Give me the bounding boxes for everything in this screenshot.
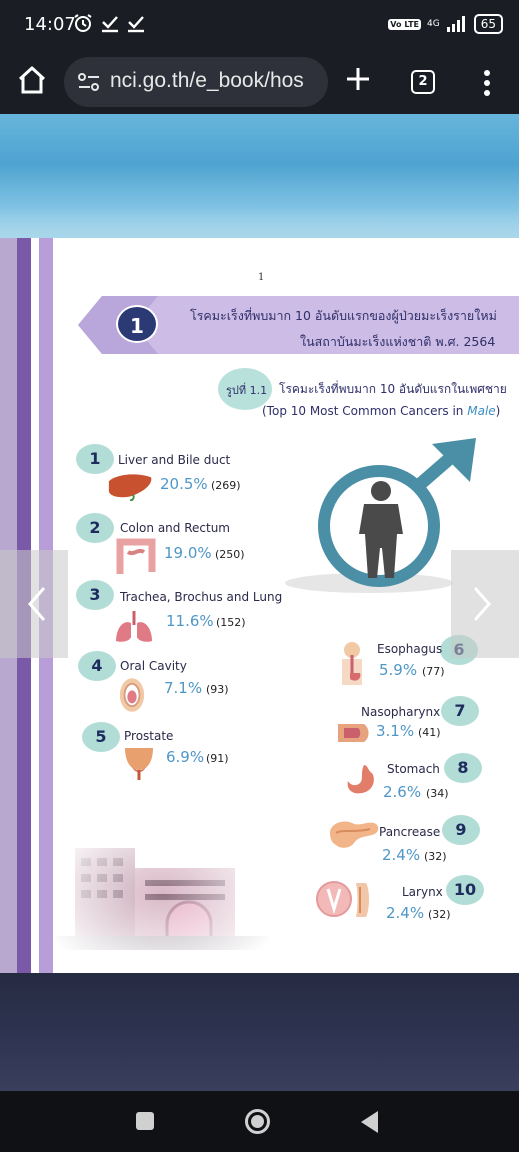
more-menu-icon[interactable] bbox=[478, 68, 496, 98]
cancer-count: (41) bbox=[418, 726, 441, 739]
url-text[interactable]: nci.go.th/e_book/hos bbox=[110, 69, 304, 92]
status-system-icons: Vo LTE 4G 65 bbox=[388, 14, 503, 34]
status-bar: 14:07 Vo LTE 4G 65 bbox=[0, 0, 519, 50]
rank-badge: 9 bbox=[442, 815, 480, 845]
liver-icon bbox=[108, 474, 152, 501]
signal-icon bbox=[446, 16, 465, 32]
cancer-name: Liver and Bile duct bbox=[118, 453, 231, 467]
status-time: 14:07 bbox=[24, 14, 76, 35]
figure-label: รูปที่ 1.1 bbox=[226, 384, 268, 397]
cancer-percent: 2.4% bbox=[386, 904, 425, 922]
system-navigation-bar bbox=[0, 1091, 519, 1152]
cancer-name: Prostate bbox=[124, 729, 174, 743]
page-number: 1 bbox=[258, 272, 265, 283]
pancreas-icon bbox=[330, 821, 379, 848]
rank-badge: 3 bbox=[76, 580, 114, 610]
larynx-icon bbox=[316, 881, 369, 917]
cancer-percent: 20.5% bbox=[160, 475, 208, 493]
nasopharynx-icon bbox=[338, 724, 369, 742]
cancer-name: Oral Cavity bbox=[120, 659, 187, 673]
lungs-icon bbox=[116, 611, 152, 642]
cancer-percent: 3.1% bbox=[376, 722, 415, 740]
hospital-building-illustration bbox=[55, 818, 270, 968]
site-settings-icon[interactable] bbox=[78, 72, 100, 92]
chevron-left-icon bbox=[28, 587, 46, 621]
cancer-count: (77) bbox=[422, 665, 445, 678]
cancer-percent: 6.9% bbox=[166, 748, 205, 766]
cancer-count: (34) bbox=[426, 787, 449, 800]
cancer-count: (32) bbox=[424, 850, 447, 863]
ebook-page: 1 1 โรคมะเร็งที่พบมาก 10 อันดับแรกของผู้… bbox=[0, 238, 519, 973]
rank-badge: 5 bbox=[82, 722, 120, 752]
next-page-button[interactable] bbox=[451, 550, 519, 658]
alarm-icon bbox=[74, 14, 92, 32]
cancer-count: (93) bbox=[206, 683, 229, 696]
rank-badge: 2 bbox=[76, 513, 114, 543]
prostate-icon bbox=[125, 748, 153, 780]
male-symbol-icon bbox=[285, 438, 476, 593]
download-done-icon bbox=[128, 16, 144, 33]
network-type: 4G bbox=[427, 19, 440, 29]
home-button[interactable] bbox=[245, 1109, 270, 1134]
cancer-count: (269) bbox=[211, 479, 241, 492]
cancer-count: (91) bbox=[206, 752, 229, 765]
cancer-name: Stomach bbox=[387, 762, 440, 776]
cancer-percent: 11.6% bbox=[166, 612, 214, 630]
volte-icon: Vo LTE bbox=[388, 18, 422, 30]
cancer-name: Colon and Rectum bbox=[120, 521, 230, 535]
cancer-name: Pancrease bbox=[379, 825, 441, 839]
status-notification-icons bbox=[73, 13, 145, 33]
address-bar[interactable]: nci.go.th/e_book/hos bbox=[64, 57, 328, 107]
cancer-name: Esophagus bbox=[377, 642, 443, 656]
battery-indicator: 65 bbox=[473, 14, 503, 34]
home-icon[interactable] bbox=[16, 64, 48, 96]
chapter-title: โรคมะเร็งที่พบมาก 10 อันดับแรกของผู้ป่วย… bbox=[190, 308, 497, 323]
ebook-background-top bbox=[0, 114, 519, 238]
rank-badge: 4 bbox=[78, 651, 116, 681]
browser-toolbar: nci.go.th/e_book/hos 2 bbox=[0, 50, 519, 114]
figure-subtitle: (Top 10 Most Common Cancers in Male) bbox=[262, 404, 501, 418]
recents-button[interactable] bbox=[136, 1112, 154, 1130]
chapter-number-badge: 1 bbox=[116, 305, 158, 343]
cancer-percent: 7.1% bbox=[164, 679, 203, 697]
chevron-right-icon bbox=[473, 587, 491, 621]
back-button[interactable] bbox=[361, 1111, 378, 1133]
esophagus-icon bbox=[342, 642, 362, 685]
cancer-percent: 5.9% bbox=[379, 661, 418, 679]
cancer-name: Nasopharynx bbox=[361, 705, 441, 719]
rank-badge: 10 bbox=[446, 875, 484, 905]
cancer-count: (250) bbox=[215, 548, 245, 561]
rank-badge: 7 bbox=[441, 696, 479, 726]
mouth-icon bbox=[119, 678, 145, 712]
figure-label-badge: รูปที่ 1.1 bbox=[218, 368, 272, 410]
cancer-percent: 2.6% bbox=[383, 783, 422, 801]
cancer-count: (152) bbox=[216, 616, 246, 629]
new-tab-icon[interactable] bbox=[344, 64, 372, 94]
rank-badge: 8 bbox=[444, 753, 482, 783]
rank-badge: 1 bbox=[76, 444, 114, 474]
ebook-background-bottom bbox=[0, 973, 519, 1091]
cancer-percent: 2.4% bbox=[382, 846, 421, 864]
cancer-name: Trachea, Brochus and Lung bbox=[120, 590, 283, 604]
cancer-count: (32) bbox=[428, 908, 451, 921]
colon-icon bbox=[116, 538, 156, 574]
previous-page-button[interactable] bbox=[0, 550, 68, 658]
chapter-subtitle: ในสถาบันมะเร็งแห่งชาติ พ.ศ. 2564 bbox=[300, 334, 496, 349]
figure-title: โรคมะเร็งที่พบมาก 10 อันดับแรกในเพศชาย bbox=[279, 382, 507, 396]
cancer-name: Larynx bbox=[402, 885, 443, 899]
tab-switcher-button[interactable]: 2 bbox=[411, 70, 435, 94]
download-done-icon bbox=[102, 16, 118, 33]
cancer-percent: 19.0% bbox=[164, 544, 212, 562]
stomach-icon bbox=[347, 765, 374, 794]
